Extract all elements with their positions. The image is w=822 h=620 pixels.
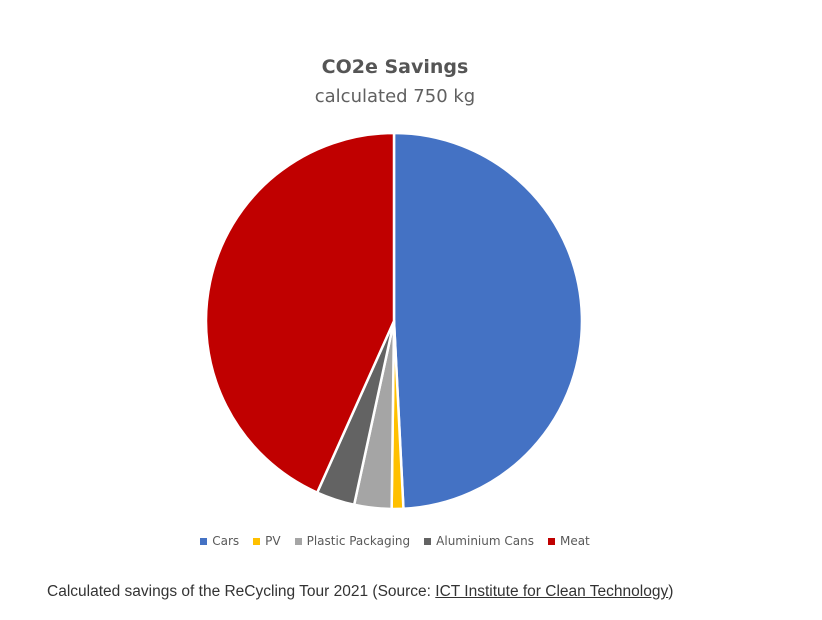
chart-subtitle: calculated 750 kg <box>314 86 476 107</box>
legend-label-pv: PV <box>265 534 281 548</box>
caption-prefix: Calculated savings of the ReCycling Tour… <box>47 583 436 600</box>
legend-label-aluminium-cans: Aluminium Cans <box>436 534 534 548</box>
figure-caption: Calculated savings of the ReCycling Tour… <box>47 583 673 601</box>
legend-label-plastic-packaging: Plastic Packaging <box>306 534 411 548</box>
legend-swatch-cars <box>200 537 208 545</box>
legend-item-meat: Meat <box>547 534 590 548</box>
legend-label-cars: Cars <box>212 534 240 548</box>
chart-title: CO2e Savings <box>321 56 469 78</box>
legend-item-aluminium-cans: Aluminium Cans <box>424 534 534 548</box>
legend-swatch-plastic-packaging <box>294 537 302 545</box>
legend-item-cars: Cars <box>200 534 239 548</box>
legend-item-plastic-packaging: Plastic Packaging <box>294 534 411 548</box>
legend-swatch-meat <box>547 537 555 545</box>
chart-legend: Cars PV Plastic Packaging Aluminium Cans Mea… <box>0 534 790 548</box>
legend-swatch-pv <box>253 537 261 545</box>
source-link[interactable]: ICT Institute for Clean Technology <box>435 583 669 600</box>
pie-slice-meat <box>204 131 396 494</box>
caption-suffix: ) <box>668 583 674 600</box>
legend-item-pv: PV <box>253 534 281 548</box>
pie-slice-cars <box>392 131 584 511</box>
legend-swatch-aluminium-cans <box>424 537 432 545</box>
legend-label-meat: Meat <box>559 534 590 548</box>
